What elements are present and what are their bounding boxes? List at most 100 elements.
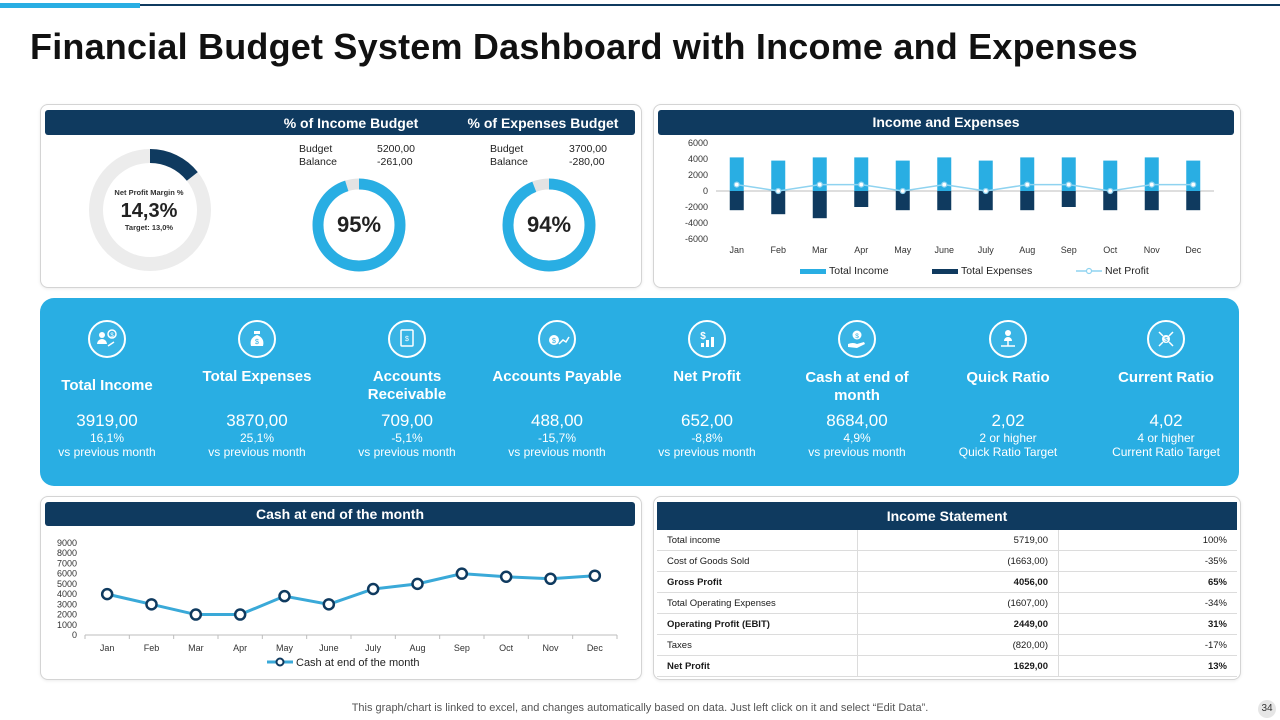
is-row-pct: -34%	[1058, 592, 1237, 614]
expense-bar	[1103, 191, 1118, 211]
expense-bar	[978, 191, 993, 211]
kpi-value: 652,00	[681, 411, 733, 430]
income-statement-panel: Income Statement Total income 5719,00 10…	[653, 496, 1241, 680]
y-tick-label: -6000	[685, 234, 708, 244]
is-row-pct: -35%	[1058, 550, 1237, 572]
kpi-sub2: vs previous month	[208, 445, 306, 459]
kpi-value: 709,00	[381, 411, 433, 430]
is-row-pct: 13%	[1058, 655, 1237, 677]
x-tick-label: May	[894, 245, 912, 255]
net-profit-point	[858, 181, 865, 188]
cash-point	[411, 577, 424, 591]
income-bar	[1020, 157, 1035, 191]
is-row-label: Total Operating Expenses	[657, 592, 858, 614]
kpi-label: Current Ratio	[1118, 369, 1214, 386]
is-row-label: Total income	[657, 530, 858, 551]
expenses-budget-label: Budget	[490, 143, 524, 155]
kpi-label: Accounts Payable	[492, 368, 622, 385]
money-bag-icon: $	[238, 320, 276, 358]
is-row-label: Gross Profit	[657, 571, 858, 593]
kpi-value: 3870,00	[226, 411, 288, 430]
kpi-card-total-expenses: $ Total Expenses 3870,00 25,1% vs previo…	[182, 298, 332, 486]
margin-value: 14,3%	[120, 200, 178, 222]
expense-bar	[1020, 191, 1035, 211]
kpi-label: Accounts Receivable	[367, 368, 447, 403]
kpi-sub2: Current Ratio Target	[1112, 445, 1220, 459]
svg-text:$: $	[855, 333, 859, 340]
expense-bar	[729, 191, 744, 211]
x-tick-label: July	[978, 245, 995, 255]
y-tick-label: 5000	[57, 579, 77, 589]
hand-money-icon: $	[838, 320, 876, 358]
income-expenses-chart: 6000 4000 2000 0 -2000 -4000 -6000 Jan Feb Mar Apr…	[685, 138, 1214, 277]
kpi-label: Total Expenses	[202, 368, 312, 385]
y-tick-label: 6000	[688, 138, 708, 148]
x-tick-label: Dec	[1185, 245, 1202, 255]
y-tick-label: 8000	[57, 548, 77, 558]
net-profit-point	[1190, 181, 1197, 188]
cash-chart-title: Cash at end of the month	[45, 502, 635, 526]
svg-text:$: $	[1164, 338, 1168, 344]
is-row-label: Taxes	[657, 634, 858, 656]
net-profit-point	[733, 181, 740, 188]
margin-label: Net Profit Margin %	[114, 188, 184, 197]
legend-marker-net	[1085, 267, 1093, 275]
cash-point	[145, 598, 158, 611]
income-budget-percent: 95%	[336, 212, 382, 237]
net-profit-point	[982, 187, 989, 195]
x-tick-label: Apr	[233, 643, 247, 653]
table-row: Net Profit 1629,00 13%	[657, 655, 1237, 677]
expenses-budget-donut	[502, 178, 596, 272]
expense-bar	[1186, 191, 1201, 211]
is-row-label: Operating Profit (EBIT)	[657, 613, 858, 635]
income-bar	[978, 160, 993, 191]
legend-label-net: Net Profit	[1105, 265, 1149, 277]
kpi-value: 4,02	[1149, 411, 1183, 430]
invoice-icon: $	[388, 320, 426, 358]
kpi-value: 8684,00	[826, 411, 888, 430]
svg-text:$: $	[552, 338, 556, 345]
svg-text:$: $	[255, 339, 259, 346]
y-tick-label: 4000	[57, 589, 77, 599]
page-title: Financial Budget System Dashboard with I…	[30, 26, 1138, 67]
net-profit-point	[941, 181, 948, 188]
kpi-label: Cash at end of month	[805, 369, 909, 404]
expense-bar	[1144, 191, 1159, 211]
net-profit-point	[775, 187, 782, 195]
top-rule-accent	[0, 3, 140, 8]
net-profit-point	[816, 181, 823, 188]
y-tick-label: 9000	[57, 538, 77, 548]
cash-point	[455, 567, 469, 580]
income-statement-title: Income Statement	[657, 502, 1237, 530]
income-bar	[729, 157, 744, 191]
income-expenses-panel: Income and Expenses 6000 4000 2000 0 -2000 -4…	[653, 104, 1241, 288]
expenses-balance-value: -280,00	[569, 156, 605, 168]
x-tick-label: Dec	[587, 643, 604, 653]
x-tick-label: Aug	[409, 643, 425, 653]
kpi-label: Total Income	[61, 377, 153, 394]
kpi-sub1: -15,7%	[537, 431, 577, 445]
income-budget-label: Budget	[299, 143, 333, 155]
dollar-network-icon: $	[1147, 320, 1185, 358]
cash-point	[499, 570, 513, 583]
kpi-label: Quick Ratio	[966, 369, 1050, 386]
income-expenses-title: Income and Expenses	[658, 110, 1234, 135]
table-row: Cost of Goods Sold (1663,00) -35%	[657, 550, 1237, 572]
coins-chart-icon: $	[538, 320, 576, 358]
legend-swatch-income	[800, 269, 826, 274]
is-row-value: (1663,00)	[857, 550, 1059, 572]
footnote: This graph/chart is linked to excel, and…	[351, 702, 929, 714]
is-row-label: Cost of Goods Sold	[657, 550, 858, 572]
legend-label-cash: Cash at end of the month	[296, 657, 420, 669]
cash-point	[233, 608, 247, 621]
income-bar	[895, 160, 910, 191]
is-row-value: 4056,00	[857, 571, 1059, 593]
kpi-sub1: 25,1%	[239, 431, 275, 445]
kpi-label: Net Profit	[673, 368, 741, 385]
table-row: Taxes (820,00) -17%	[657, 634, 1237, 656]
kpi-sub1: 16,1%	[89, 431, 125, 445]
kpi-card-current-ratio: $ Current Ratio 4,02 4 or higher Current…	[1091, 298, 1241, 486]
net-profit-point	[1148, 181, 1155, 188]
expense-bar	[895, 191, 910, 211]
kpi-card-net-profit: $ Net Profit 652,00 -8,8% vs previous mo…	[632, 298, 782, 486]
